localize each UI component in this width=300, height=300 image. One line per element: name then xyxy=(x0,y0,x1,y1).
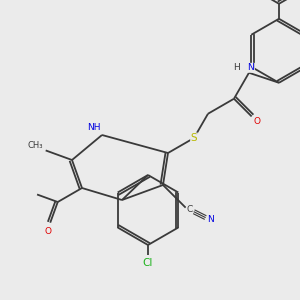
Text: S: S xyxy=(191,133,197,143)
Text: NH: NH xyxy=(87,122,101,131)
Text: CH₃: CH₃ xyxy=(28,141,44,150)
Text: C: C xyxy=(187,205,193,214)
Text: Cl: Cl xyxy=(143,258,153,268)
Text: N: N xyxy=(207,215,214,224)
Text: N: N xyxy=(248,63,254,72)
Text: O: O xyxy=(253,117,260,126)
Text: O: O xyxy=(45,227,52,236)
Text: H: H xyxy=(234,63,240,72)
